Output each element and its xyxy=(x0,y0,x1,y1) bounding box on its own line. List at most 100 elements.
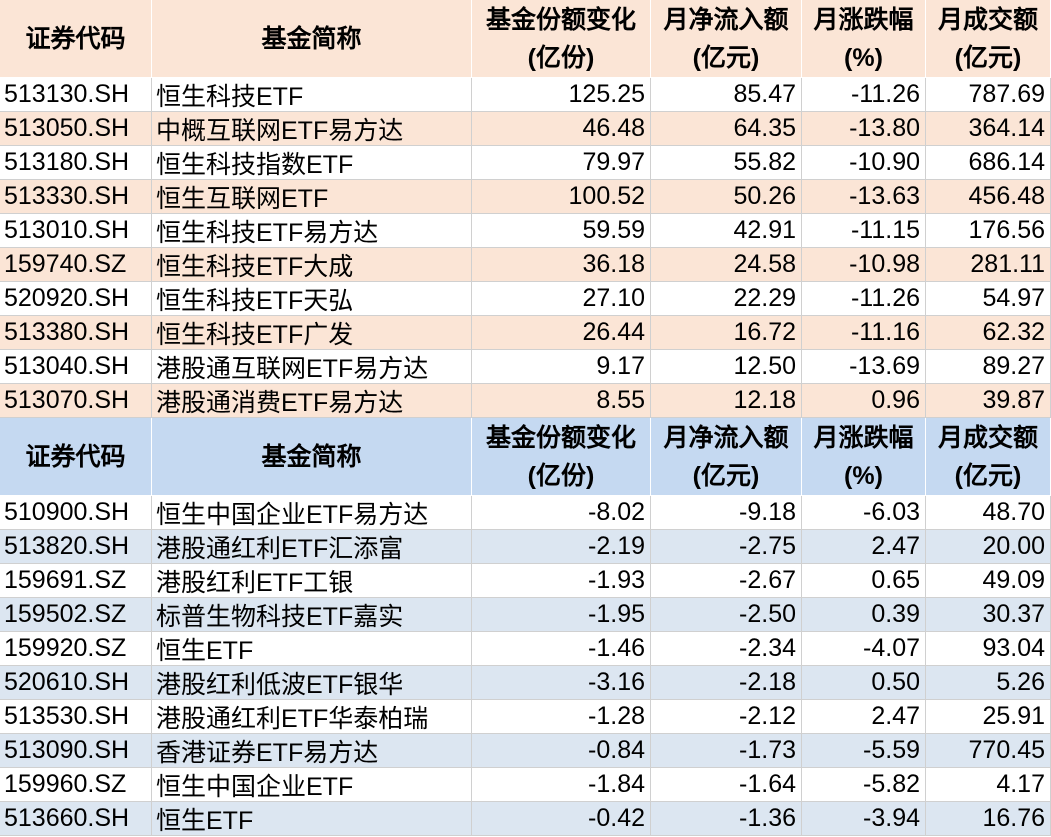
number-cell: 50.26 xyxy=(651,180,802,214)
text-cell: 香港证券ETF易方达 xyxy=(152,734,472,768)
header-text: 月成交额 xyxy=(937,5,1038,34)
number-cell: -10.98 xyxy=(802,248,926,282)
number-cell: -13.69 xyxy=(802,350,926,384)
text-cell: 港股通互联网ETF易方达 xyxy=(152,350,472,384)
header-cell: 月涨跌幅 (%) xyxy=(802,418,926,496)
number-cell: 16.76 xyxy=(926,802,1051,836)
number-cell: -0.84 xyxy=(472,734,651,768)
text-cell: 513330.SH xyxy=(0,180,152,214)
text-cell: 港股通红利ETF华泰柏瑞 xyxy=(152,700,472,734)
text-cell: 520610.SH xyxy=(0,666,152,700)
number-cell: -13.80 xyxy=(802,112,926,146)
number-cell: 20.00 xyxy=(926,530,1051,564)
header-text: (亿元) xyxy=(692,43,760,72)
number-cell: 787.69 xyxy=(926,78,1051,112)
number-cell: 46.48 xyxy=(472,112,651,146)
header-cell: 基金简称 xyxy=(152,0,472,78)
number-cell: -1.36 xyxy=(651,802,802,836)
header-cell: 基金简称 xyxy=(152,418,472,496)
number-cell: 281.11 xyxy=(926,248,1051,282)
number-cell: 39.87 xyxy=(926,384,1051,418)
header-text: 月净流入额 xyxy=(663,423,789,452)
number-cell: 48.70 xyxy=(926,496,1051,530)
header-cell: 基金份额变化 (亿份) xyxy=(472,0,651,78)
number-cell: -2.34 xyxy=(651,632,802,666)
number-cell: 54.97 xyxy=(926,282,1051,316)
header-text: (亿元) xyxy=(954,461,1022,490)
number-cell: 22.29 xyxy=(651,282,802,316)
header-text: 基金简称 xyxy=(261,442,362,471)
number-cell: 25.91 xyxy=(926,700,1051,734)
text-cell: 513130.SH xyxy=(0,78,152,112)
text-cell: 513070.SH xyxy=(0,384,152,418)
number-cell: -2.18 xyxy=(651,666,802,700)
number-cell: -3.16 xyxy=(472,666,651,700)
text-cell: 恒生科技ETF易方达 xyxy=(152,214,472,248)
number-cell: 12.50 xyxy=(651,350,802,384)
number-cell: 5.26 xyxy=(926,666,1051,700)
number-cell: 30.37 xyxy=(926,598,1051,632)
text-cell: 159920.SZ xyxy=(0,632,152,666)
text-cell: 恒生科技ETF广发 xyxy=(152,316,472,350)
header-cell: 证券代码 xyxy=(0,0,152,78)
number-cell: 456.48 xyxy=(926,180,1051,214)
number-cell: 0.65 xyxy=(802,564,926,598)
number-cell: 79.97 xyxy=(472,146,651,180)
number-cell: -8.02 xyxy=(472,496,651,530)
number-cell: -11.26 xyxy=(802,282,926,316)
number-cell: 0.96 xyxy=(802,384,926,418)
header-text: 证券代码 xyxy=(25,442,126,471)
number-cell: -11.15 xyxy=(802,214,926,248)
number-cell: -2.75 xyxy=(651,530,802,564)
header-text: 证券代码 xyxy=(25,24,126,53)
header-cell: 月涨跌幅 (%) xyxy=(802,0,926,78)
number-cell: 55.82 xyxy=(651,146,802,180)
number-cell: 2.47 xyxy=(802,530,926,564)
number-cell: 24.58 xyxy=(651,248,802,282)
header-cell: 证券代码 xyxy=(0,418,152,496)
number-cell: 36.18 xyxy=(472,248,651,282)
number-cell: -1.73 xyxy=(651,734,802,768)
number-cell: 770.45 xyxy=(926,734,1051,768)
number-cell: -1.84 xyxy=(472,768,651,802)
text-cell: 港股通消费ETF易方达 xyxy=(152,384,472,418)
number-cell: 59.59 xyxy=(472,214,651,248)
number-cell: -1.28 xyxy=(472,700,651,734)
header-text: (亿元) xyxy=(954,43,1022,72)
number-cell: 2.47 xyxy=(802,700,926,734)
text-cell: 港股通红利ETF汇添富 xyxy=(152,530,472,564)
number-cell: -4.07 xyxy=(802,632,926,666)
header-text: 基金份额变化 xyxy=(485,5,636,34)
number-cell: -1.93 xyxy=(472,564,651,598)
number-cell: 85.47 xyxy=(651,78,802,112)
number-cell: 42.91 xyxy=(651,214,802,248)
header-text: (亿份) xyxy=(527,461,595,490)
number-cell: 49.09 xyxy=(926,564,1051,598)
number-cell: 100.52 xyxy=(472,180,651,214)
number-cell: -13.63 xyxy=(802,180,926,214)
text-cell: 513820.SH xyxy=(0,530,152,564)
number-cell: -1.95 xyxy=(472,598,651,632)
number-cell: 93.04 xyxy=(926,632,1051,666)
text-cell: 恒生科技ETF xyxy=(152,78,472,112)
text-cell: 恒生中国企业ETF xyxy=(152,768,472,802)
text-cell: 恒生科技ETF天弘 xyxy=(152,282,472,316)
number-cell: 364.14 xyxy=(926,112,1051,146)
text-cell: 标普生物科技ETF嘉实 xyxy=(152,598,472,632)
number-cell: -2.19 xyxy=(472,530,651,564)
text-cell: 159691.SZ xyxy=(0,564,152,598)
number-cell: 0.39 xyxy=(802,598,926,632)
text-cell: 513050.SH xyxy=(0,112,152,146)
header-text: (%) xyxy=(844,461,883,490)
text-cell: 159740.SZ xyxy=(0,248,152,282)
text-cell: 恒生ETF xyxy=(152,802,472,836)
number-cell: 125.25 xyxy=(472,78,651,112)
text-cell: 恒生互联网ETF xyxy=(152,180,472,214)
number-cell: 8.55 xyxy=(472,384,651,418)
number-cell: 12.18 xyxy=(651,384,802,418)
number-cell: -0.42 xyxy=(472,802,651,836)
text-cell: 513660.SH xyxy=(0,802,152,836)
header-text: 月涨跌幅 xyxy=(813,423,914,452)
header-cell: 月成交额 (亿元) xyxy=(926,418,1051,496)
